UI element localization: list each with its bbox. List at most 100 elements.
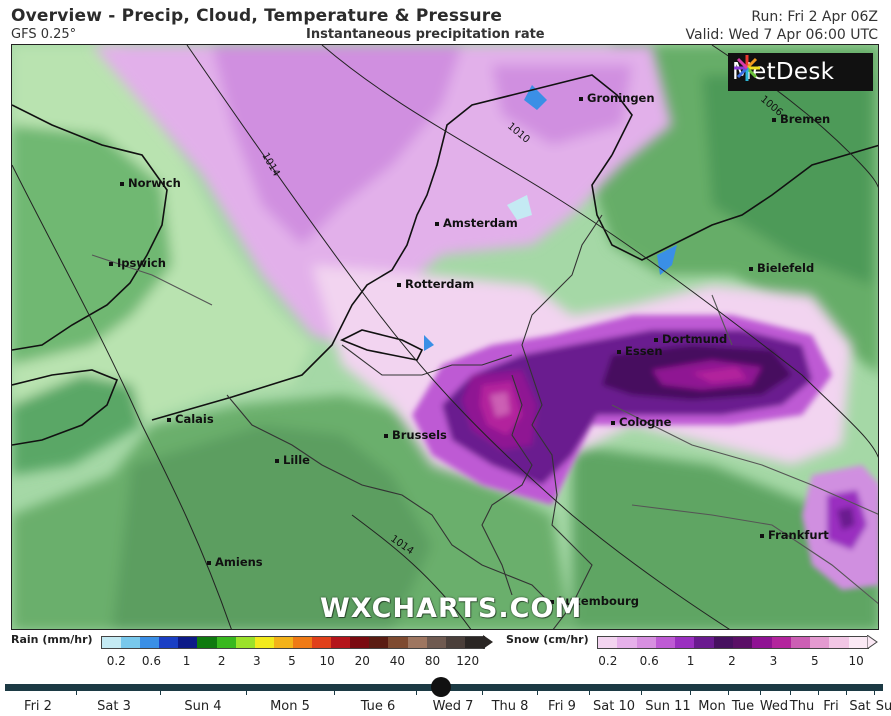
rain-tick-label: 0.6: [141, 654, 161, 668]
timeline-day-7[interactable]: Fri 9: [548, 699, 576, 714]
metdesk-star-icon: [734, 55, 760, 81]
rain-tick-label: 10: [319, 654, 335, 668]
city-essen: Essen: [617, 344, 663, 358]
timeline-day-6[interactable]: Thu 8: [491, 699, 529, 714]
timeline-tick: [641, 689, 642, 695]
snow-color-step: [636, 637, 656, 648]
rain-patch: [507, 195, 532, 220]
chart-title: Overview - Precip, Cloud, Temperature & …: [11, 6, 503, 26]
timeline-day-5[interactable]: Wed 7: [432, 699, 474, 714]
timeline-tick: [846, 689, 847, 695]
snow-color-step: [790, 637, 811, 648]
timeline-day-15[interactable]: Sat: [849, 699, 871, 714]
snow-tick-label: 2: [728, 654, 736, 668]
city-groningen: Groningen: [579, 91, 655, 105]
timeline-tick: [416, 689, 417, 695]
rain-tick-label: 0.2: [106, 654, 126, 668]
city-brussels: Brussels: [384, 428, 447, 442]
rain-color-step: [426, 637, 446, 648]
snow-color-step: [694, 637, 714, 648]
snow-tick-label: 0.2: [598, 654, 618, 668]
timeline-day-1[interactable]: Sat 3: [97, 699, 131, 714]
timeline-day-9[interactable]: Sun 11: [645, 699, 691, 714]
city-rotterdam: Rotterdam: [397, 277, 474, 291]
rain-color-step: [178, 637, 198, 648]
timeline-tick: [246, 689, 247, 695]
isobar-west-line: [12, 164, 232, 629]
rain-patch: [657, 245, 677, 275]
timeline-tick: [790, 689, 791, 695]
model-label: GFS 0.25°: [11, 27, 77, 42]
snow-color-step: [598, 637, 618, 648]
snow-color-step: [752, 637, 772, 648]
timeline-tick: [537, 689, 538, 695]
snow-tick-label: 3: [769, 654, 778, 668]
timeline-day-14[interactable]: Fri: [823, 699, 839, 714]
city-frankfurt: Frankfurt: [760, 528, 829, 542]
isobar-south-line: [351, 514, 472, 629]
rain-colorbar: [101, 636, 485, 649]
city-lille: Lille: [275, 453, 310, 467]
snow-tick-label: 1: [686, 654, 695, 668]
snow-color-step: [829, 637, 849, 648]
rain-tick-label: 120: [456, 654, 480, 668]
snow-tick-label: 5: [810, 654, 819, 668]
weather-map[interactable]: 1014 1010 1006 1014 Groningen Bremen Nor…: [11, 44, 879, 630]
chart-subtitle: Instantaneous precipitation rate: [306, 27, 545, 42]
timeline-day-4[interactable]: Tue 6: [360, 699, 396, 714]
timeline-day-3[interactable]: Mon 5: [270, 699, 310, 714]
rain-color-step: [140, 637, 160, 648]
snow-legend-title: Snow (cm/hr): [506, 633, 589, 646]
snow-color-step: [771, 637, 791, 648]
timeline-day-11[interactable]: Tue: [731, 699, 755, 714]
city-amsterdam: Amsterdam: [435, 216, 518, 230]
timeline-day-8[interactable]: Sat 10: [593, 699, 635, 714]
rain-colorbar-arrow: [483, 635, 493, 649]
run-time: Run: Fri 2 Apr 06Z: [751, 9, 878, 25]
timeline-tick: [76, 689, 77, 695]
timeline-day-12[interactable]: Wed: [759, 699, 789, 714]
snow-color-step: [617, 637, 637, 648]
rain-color-step: [216, 637, 236, 648]
rain-tick-label: 20: [354, 654, 370, 668]
rain-color-step: [388, 637, 408, 648]
rain-tick-label: 5: [288, 654, 296, 668]
rain-color-step: [102, 637, 122, 648]
city-dortmund: Dortmund: [654, 332, 727, 346]
city-luxembourg: Luxembourg: [550, 594, 639, 608]
rain-color-step: [197, 637, 217, 648]
rain-color-step: [121, 637, 141, 648]
city-cologne: Cologne: [611, 415, 671, 429]
rain-color-step: [331, 637, 351, 648]
timeline-tick: [874, 689, 875, 695]
snow-tick-label: 0.6: [639, 654, 659, 668]
timeline-tick: [482, 689, 483, 695]
timeline-day-2[interactable]: Sun 4: [184, 699, 222, 714]
rain-tick-label: 40: [389, 654, 406, 668]
timeline-day-16[interactable]: Su: [875, 699, 891, 714]
rain-color-step: [445, 637, 465, 648]
snow-tick-label: 10: [848, 654, 864, 668]
city-bielefeld: Bielefeld: [749, 261, 814, 275]
rain-color-step: [159, 637, 179, 648]
timeline-tick: [818, 689, 819, 695]
valid-time: Valid: Wed 7 Apr 06:00 UTC: [685, 27, 878, 43]
timeline-day-0[interactable]: Fri 2: [24, 699, 52, 714]
rain-color-step: [369, 637, 389, 648]
snow-color-step: [848, 637, 868, 648]
rain-color-step: [350, 637, 370, 648]
snow-color-step: [713, 637, 733, 648]
city-norwich: Norwich: [120, 176, 181, 190]
snow-colorbar-arrow: [867, 635, 878, 649]
timeline-day-10[interactable]: Mon: [698, 699, 726, 714]
snow-color-step: [655, 637, 676, 648]
time-slider-handle[interactable]: [431, 677, 451, 697]
city-bremen: Bremen: [772, 112, 830, 126]
city-calais: Calais: [167, 412, 214, 426]
rain-tick-label: 80: [424, 654, 441, 668]
rain-color-step: [464, 637, 484, 648]
timeline-day-13[interactable]: Thu: [789, 699, 815, 714]
rain-color-step: [273, 637, 293, 648]
metdesk-logo[interactable]: MetDesk: [728, 53, 873, 91]
city-amiens: Amiens: [207, 555, 263, 569]
